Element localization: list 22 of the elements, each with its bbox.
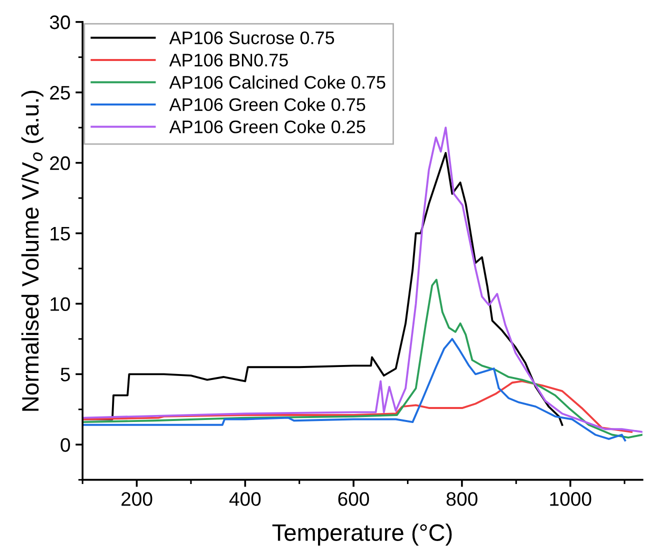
line-series [82,380,633,433]
legend-label: AP106 BN0.75 [169,54,288,66]
legend-label: AP106 Sucrose 0.75 [169,31,334,44]
y-tick-label: 30 [50,15,70,30]
x-tick-label: 1000 [550,492,592,506]
y-tick-label: 0 [60,438,70,452]
legend-label: AP106 Green Coke 0.75 [169,98,366,111]
legend-label: AP106 Calcined Coke 0.75 [169,75,386,89]
x-tick-label: 400 [229,492,261,506]
line-series [82,338,626,442]
y-tick-label: 10 [50,297,70,311]
y-axis-title: Normalised Volume V/V$_{o}$ (a.u.) [21,90,44,411]
legend-label: AP106 Green Coke 0.25 [169,120,366,134]
y-tick-label: 15 [50,226,70,241]
line-series [82,278,642,439]
x-tick-label: 600 [338,492,370,506]
y-tick-label: 25 [50,86,70,100]
x-tick-label: 800 [446,492,478,506]
x-axis-title: Temperature (°C) [272,524,452,546]
y-tick-label: 20 [50,156,70,170]
y-tick-label: 5 [60,368,70,382]
x-tick-label: 200 [122,492,152,506]
